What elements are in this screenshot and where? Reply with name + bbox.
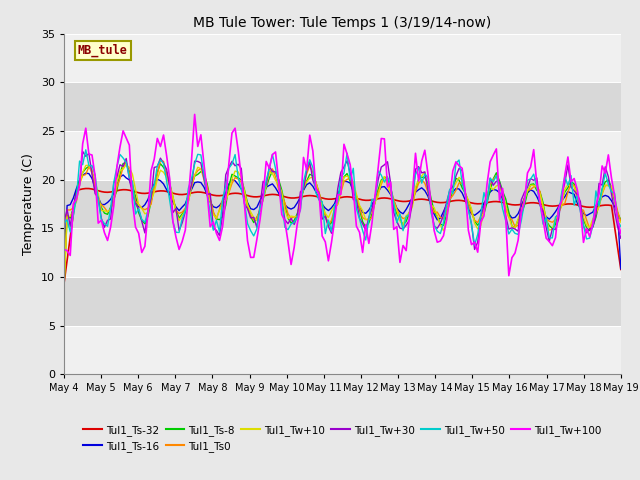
Tul1_Ts0 — [157, 157, 164, 163]
Tul1_Ts-16 — [602, 192, 609, 198]
Tul1_Ts-32 — [617, 266, 625, 272]
Tul1_Ts-8 — [275, 177, 282, 182]
Tul1_Ts-8 — [129, 181, 136, 187]
Line: Tul1_Tw+50: Tul1_Tw+50 — [64, 150, 621, 245]
Line: Tul1_Ts-8: Tul1_Ts-8 — [64, 163, 621, 287]
Bar — [64, 228, 621, 277]
Tul1_Ts-32 — [602, 202, 609, 208]
Tul1_Tw+30 — [60, 219, 68, 225]
Tul1_Ts-32 — [558, 202, 566, 208]
Line: Tul1_Tw+100: Tul1_Tw+100 — [64, 114, 621, 276]
Bar — [64, 326, 621, 374]
Tul1_Tw+100 — [191, 111, 198, 117]
Tul1_Ts-32 — [129, 188, 136, 194]
Tul1_Tw+50 — [275, 181, 282, 187]
Tul1_Tw+50 — [82, 147, 90, 153]
Tul1_Tw+50 — [617, 224, 625, 229]
Tul1_Ts-16 — [275, 190, 282, 196]
Tul1_Tw+100 — [175, 247, 183, 252]
Tul1_Ts-8 — [122, 160, 130, 166]
Bar — [64, 34, 621, 82]
Tul1_Tw+30 — [617, 235, 625, 241]
Tul1_Ts-8 — [617, 217, 625, 223]
Tul1_Tw+10 — [60, 284, 68, 289]
Tul1_Tw+30 — [471, 247, 479, 252]
Line: Tul1_Tw+10: Tul1_Tw+10 — [64, 165, 621, 287]
Tul1_Tw+100 — [605, 152, 612, 158]
Title: MB Tule Tower: Tule Temps 1 (3/19/14-now): MB Tule Tower: Tule Temps 1 (3/19/14-now… — [193, 16, 492, 30]
Tul1_Ts-8 — [558, 197, 566, 203]
Tul1_Tw+100 — [60, 246, 68, 252]
Tul1_Tw+10 — [179, 213, 186, 218]
Tul1_Tw+100 — [505, 273, 513, 278]
Line: Tul1_Ts0: Tul1_Ts0 — [64, 160, 621, 287]
Tul1_Tw+30 — [79, 149, 86, 155]
Tul1_Tw+10 — [602, 182, 609, 188]
Tul1_Ts-32 — [82, 186, 90, 192]
Tul1_Ts-16 — [70, 195, 77, 201]
Tul1_Tw+50 — [471, 242, 479, 248]
Y-axis label: Temperature (C): Temperature (C) — [22, 153, 35, 255]
Tul1_Ts-8 — [602, 179, 609, 185]
Line: Tul1_Ts-32: Tul1_Ts-32 — [64, 189, 621, 284]
Tul1_Ts-8 — [60, 284, 68, 289]
Tul1_Tw+10 — [122, 162, 130, 168]
Tul1_Ts0 — [602, 183, 609, 189]
Tul1_Tw+100 — [70, 201, 77, 206]
Tul1_Ts-16 — [129, 185, 136, 191]
Tul1_Tw+100 — [275, 179, 282, 184]
Tul1_Tw+10 — [617, 219, 625, 225]
Tul1_Ts0 — [60, 284, 68, 289]
Tul1_Tw+30 — [179, 220, 186, 226]
Tul1_Tw+50 — [561, 174, 569, 180]
Tul1_Ts-32 — [275, 192, 282, 198]
Tul1_Ts-16 — [60, 259, 68, 264]
Tul1_Ts0 — [179, 209, 186, 215]
Tul1_Tw+30 — [129, 191, 136, 196]
Tul1_Tw+10 — [129, 171, 136, 177]
Tul1_Ts0 — [617, 218, 625, 224]
Tul1_Ts-32 — [60, 281, 68, 287]
Text: MB_tule: MB_tule — [78, 44, 128, 57]
Tul1_Ts-8 — [70, 205, 77, 211]
Tul1_Tw+50 — [605, 181, 612, 187]
Tul1_Tw+50 — [129, 179, 136, 184]
Tul1_Ts-16 — [558, 198, 566, 204]
Tul1_Ts-16 — [179, 204, 186, 210]
Tul1_Ts0 — [70, 205, 77, 211]
Tul1_Ts-32 — [179, 192, 186, 197]
Line: Tul1_Ts-16: Tul1_Ts-16 — [64, 173, 621, 269]
Tul1_Tw+10 — [70, 208, 77, 214]
Tul1_Tw+30 — [70, 203, 77, 209]
Tul1_Tw+30 — [605, 174, 612, 180]
Bar — [64, 131, 621, 180]
Tul1_Ts-8 — [179, 211, 186, 217]
Tul1_Tw+10 — [275, 181, 282, 187]
Tul1_Tw+50 — [179, 216, 186, 221]
Line: Tul1_Tw+30: Tul1_Tw+30 — [64, 152, 621, 250]
Tul1_Tw+10 — [558, 202, 566, 208]
Legend: Tul1_Ts-32, Tul1_Ts-16, Tul1_Ts-8, Tul1_Ts0, Tul1_Tw+10, Tul1_Tw+30, Tul1_Tw+50,: Tul1_Ts-32, Tul1_Ts-16, Tul1_Ts-8, Tul1_… — [79, 420, 605, 456]
Tul1_Tw+50 — [70, 213, 77, 219]
Tul1_Ts0 — [275, 187, 282, 192]
Tul1_Ts-32 — [70, 211, 77, 216]
Tul1_Tw+100 — [125, 142, 133, 148]
Tul1_Tw+100 — [561, 172, 569, 178]
Tul1_Tw+50 — [60, 220, 68, 226]
Tul1_Ts-16 — [617, 266, 625, 272]
Tul1_Tw+30 — [561, 180, 569, 186]
Tul1_Ts-16 — [82, 170, 90, 176]
Tul1_Tw+30 — [275, 177, 282, 182]
Tul1_Tw+100 — [617, 230, 625, 236]
Tul1_Ts0 — [558, 203, 566, 209]
Tul1_Ts0 — [125, 170, 133, 176]
